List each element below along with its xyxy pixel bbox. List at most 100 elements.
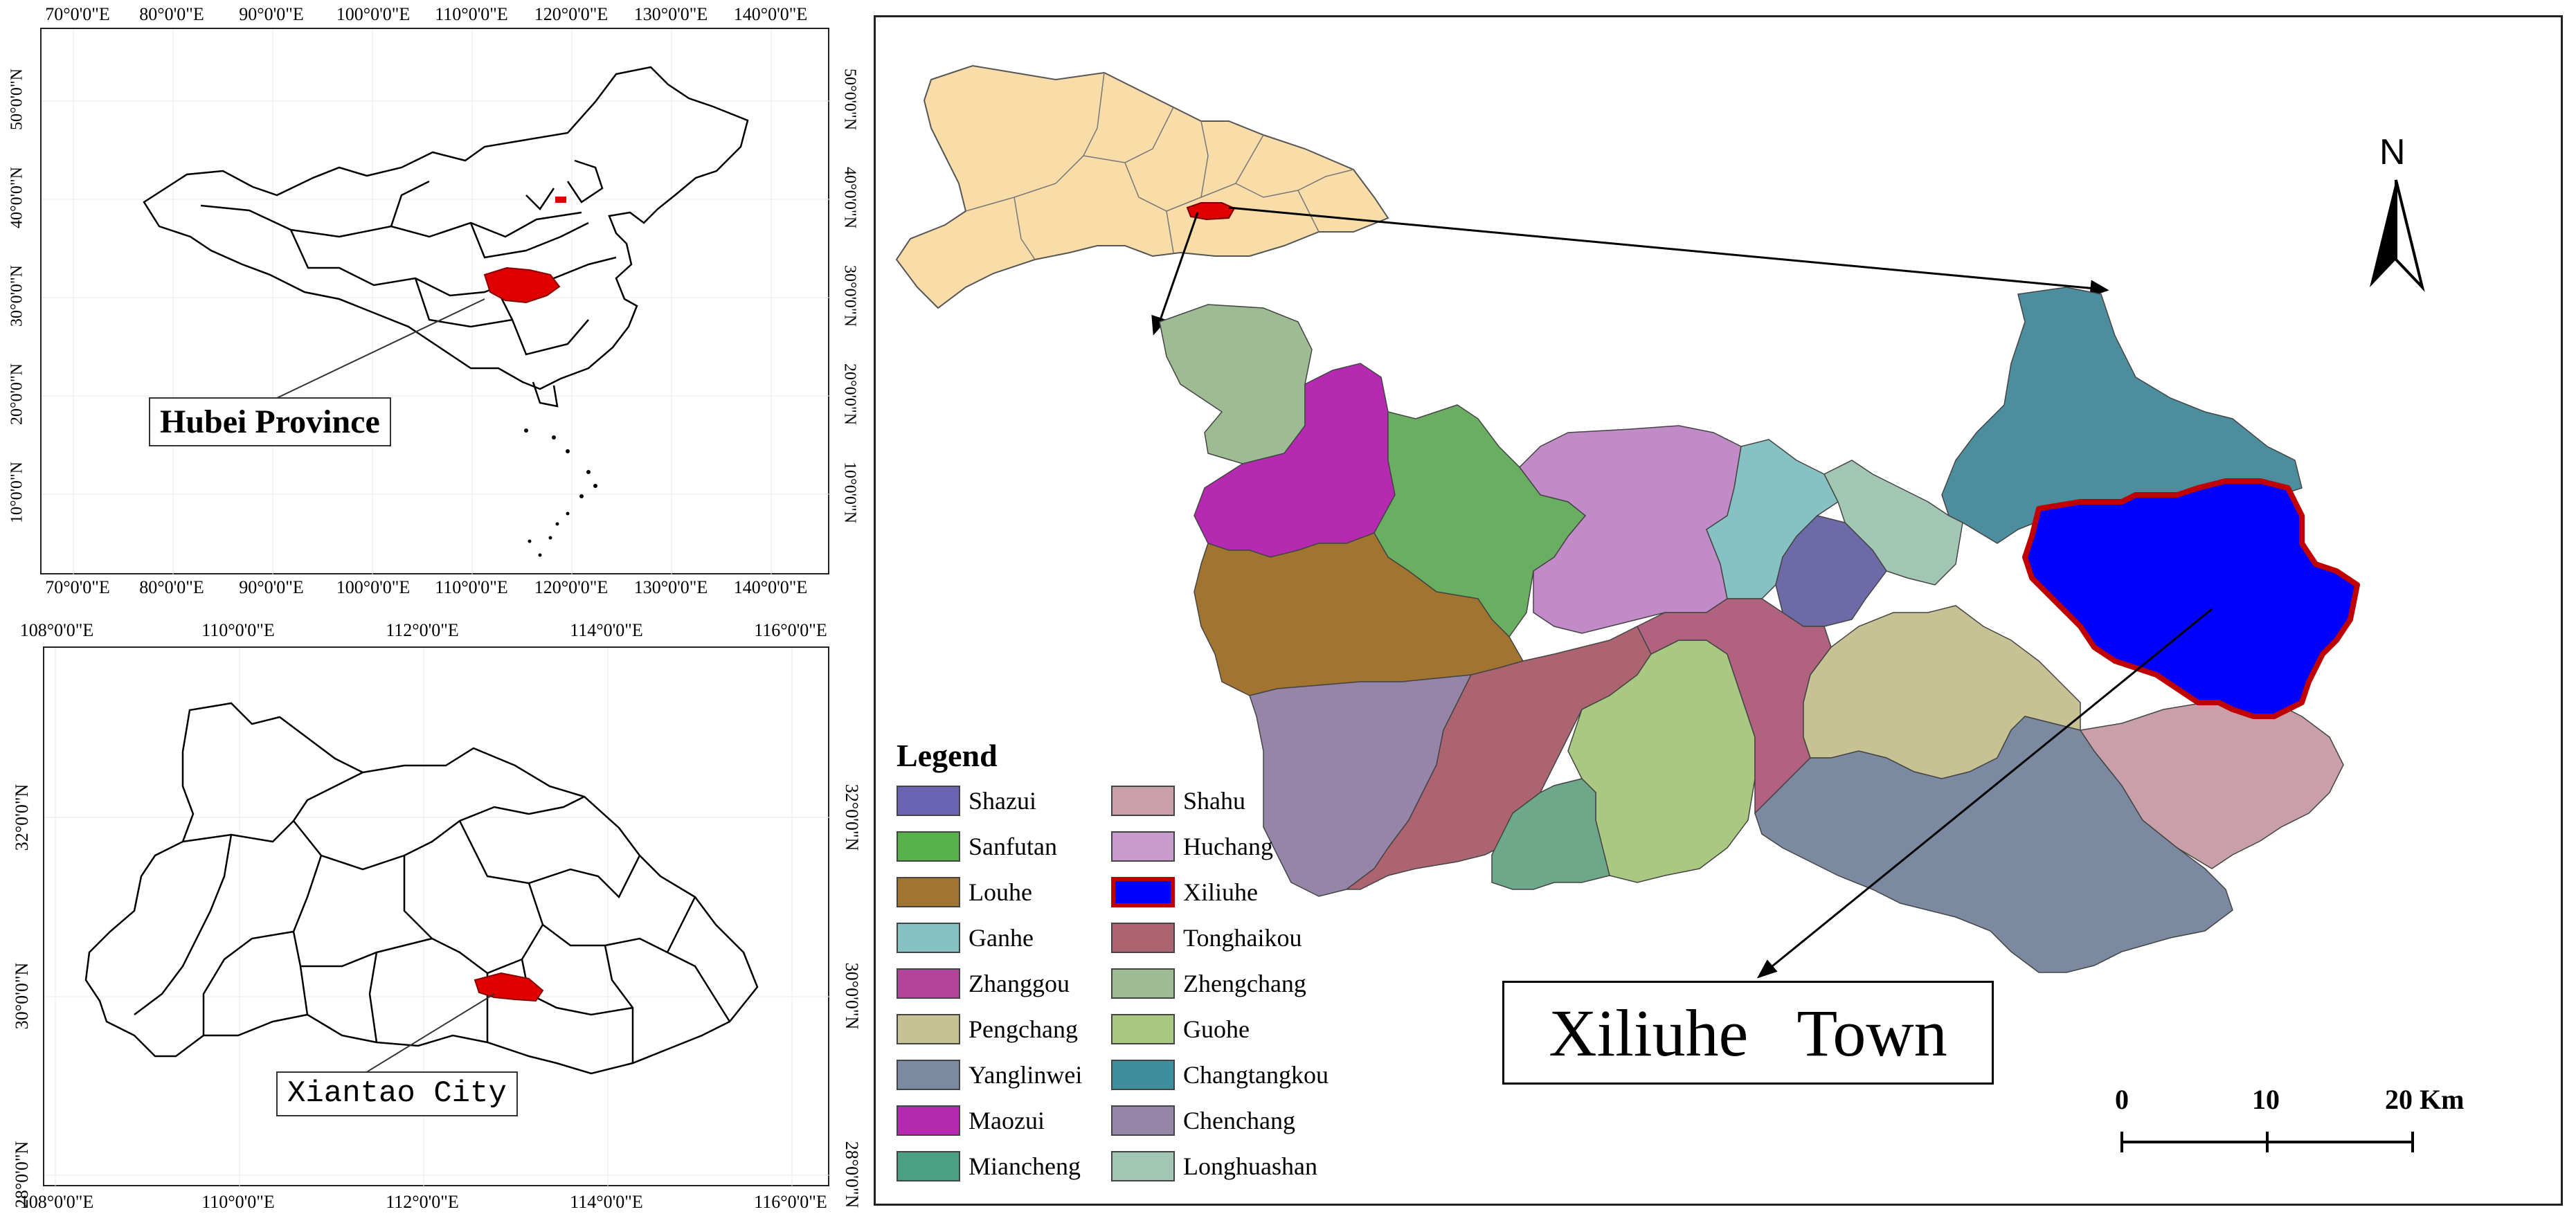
tick-label: 114°0'0"E (570, 1192, 643, 1212)
xiliuhe-town (2022, 478, 2360, 719)
panel-a-top-ticks: 70°0'0"E 80°0'0"E 90°0'0"E 100°0'0"E 110… (40, 0, 829, 28)
legend-swatch (1111, 1151, 1175, 1181)
tick-label: 28°0'0"N (12, 1141, 32, 1208)
tick-label: 112°0'0"E (386, 1192, 459, 1212)
hubei-map-panel: Xiantao City (43, 646, 831, 1188)
scale-label-20: 20 Km (2385, 1084, 2465, 1115)
legend-title: Legend (897, 738, 998, 773)
legend-swatch (1111, 831, 1175, 862)
tick-label: 30°0'0"N (840, 264, 859, 327)
panel-b-right-ticks: 32°0'0"N 30°0'0"N 28°0'0"N (829, 646, 872, 1208)
legend-swatch (1111, 1105, 1175, 1136)
hubei-highlight (483, 266, 561, 304)
tick-label: 30°0'0"N (12, 962, 32, 1030)
xiantao-towns-map (895, 64, 2360, 979)
tick-label: 50°0'0"N (840, 68, 859, 131)
legend-item: Yanglinwei (897, 1055, 1097, 1095)
tick-label: 80°0'0"E (139, 577, 204, 597)
legend-item: Longhuashan (1111, 1146, 1333, 1186)
panel-a-left-ticks: 50°0'0"N 40°0'0"N 30°0'0"N 20°0'0"N 10°0… (0, 28, 40, 574)
xiantao-city-label: Xiantao City (276, 1071, 518, 1116)
china-map (42, 29, 831, 576)
legend: Legend Shazui Shahu Sanfutan Huchang Louhe Xi… (897, 737, 1340, 1186)
hubei-callout-leader (276, 298, 485, 399)
tick-label: 140°0'0"E (733, 577, 808, 597)
hubei-province-text: Hubei Province (160, 404, 380, 440)
tick-label: 110°0'0"E (201, 620, 275, 640)
hubei-inset (895, 64, 1389, 309)
tick-label: 32°0'0"N (12, 783, 32, 851)
panel-a-right-ticks: 50°0'0"N 40°0'0"N 30°0'0"N 20°0'0"N 10°0… (829, 28, 870, 574)
tick-label: 90°0'0"E (239, 577, 304, 597)
legend-label: Maozui (969, 1107, 1045, 1134)
tick-label: 20°0'0"N (840, 363, 859, 426)
tick-label: 108°0'0"E (19, 1192, 94, 1212)
legend-item: Changtangkou (1111, 1055, 1333, 1095)
xiantao-inset-highlight (1186, 202, 1236, 221)
tick-label: 90°0'0"E (239, 4, 304, 24)
tick-label: 10°0'0"N (8, 461, 26, 524)
legend-item: Shazui (897, 781, 1097, 821)
tick-label: 80°0'0"E (139, 4, 204, 24)
legend-item: Guohe (1111, 1009, 1333, 1049)
tick-label: 110°0'0"E (435, 4, 508, 24)
tick-label: 108°0'0"E (19, 620, 94, 640)
legend-swatch (897, 877, 960, 907)
legend-label: Miancheng (969, 1152, 1081, 1180)
legend-item: Ganhe (897, 918, 1097, 958)
south-china-sea-islands (524, 428, 597, 557)
tick-label: 114°0'0"E (570, 620, 643, 640)
tick-label: 70°0'0"E (45, 4, 110, 24)
legend-label: Changtangkou (1183, 1061, 1328, 1089)
tick-label: 130°0'0"E (633, 4, 708, 24)
legend-swatch (1111, 1014, 1175, 1044)
tick-label: 112°0'0"E (386, 620, 459, 640)
tick-label: 100°0'0"E (336, 577, 411, 597)
north-arrow-icon (2370, 179, 2425, 292)
legend-label: Chenchang (1183, 1107, 1295, 1134)
legend-swatch (897, 1060, 960, 1090)
tick-label: 30°0'0"N (842, 962, 862, 1030)
tick-label: 116°0'0"E (754, 1192, 827, 1212)
tick-label: 20°0'0"N (8, 363, 26, 426)
tick-label: 30°0'0"N (8, 264, 26, 327)
legend-item: Shahu (1111, 781, 1333, 821)
xiantao-city-text: Xiantao City (287, 1076, 507, 1111)
hubei-map (44, 648, 831, 1188)
legend-item: Zhengchang (1111, 963, 1333, 1004)
legend-item: Maozui (897, 1100, 1097, 1141)
legend-item: Chenchang (1111, 1100, 1333, 1141)
tick-label: 116°0'0"E (754, 620, 827, 640)
legend-swatch (897, 831, 960, 862)
tick-label: 140°0'0"E (733, 4, 808, 24)
scale-label-10: 10 (2252, 1084, 2280, 1115)
tick-label: 130°0'0"E (633, 577, 708, 597)
xiantao-highlight (474, 972, 544, 1002)
legend-label: Huchang (1183, 833, 1273, 860)
tick-label: 70°0'0"E (45, 577, 110, 597)
panel-a-bottom-ticks: 70°0'0"E 80°0'0"E 90°0'0"E 100°0'0"E 110… (40, 577, 829, 605)
scale-bar-line (2120, 1132, 2414, 1152)
zhengchang-town (1159, 304, 1313, 464)
legend-swatch (1111, 923, 1175, 953)
tick-label: 50°0'0"N (8, 68, 26, 131)
legend-swatch (897, 1151, 960, 1181)
tick-label: 120°0'0"E (534, 4, 609, 24)
legend-swatch (1111, 786, 1175, 816)
legend-swatch (897, 1105, 960, 1136)
legend-label: Shazui (969, 787, 1036, 815)
legend-swatch (1111, 1060, 1175, 1090)
scale-bar: 0 10 20 Km (2101, 1083, 2489, 1166)
tick-label: 40°0'0"N (8, 166, 26, 229)
legend-item: Xiliuhe (1111, 872, 1333, 912)
north-arrow: N (2363, 132, 2432, 298)
yanglinwei-town (1754, 716, 2233, 973)
legend-item: Tonghaikou (1111, 918, 1333, 958)
legend-label: Tonghaikou (1183, 924, 1302, 952)
legend-label: Ganhe (969, 924, 1034, 952)
legend-label: Guohe (1183, 1015, 1250, 1043)
china-map-panel: Hubei Province (40, 28, 831, 576)
xiliuhe-arrow (1756, 608, 2213, 979)
hubei-outline (84, 702, 759, 1075)
legend-grid: Shazui Shahu Sanfutan Huchang Louhe Xiliuhe Ga… (897, 781, 1340, 1186)
